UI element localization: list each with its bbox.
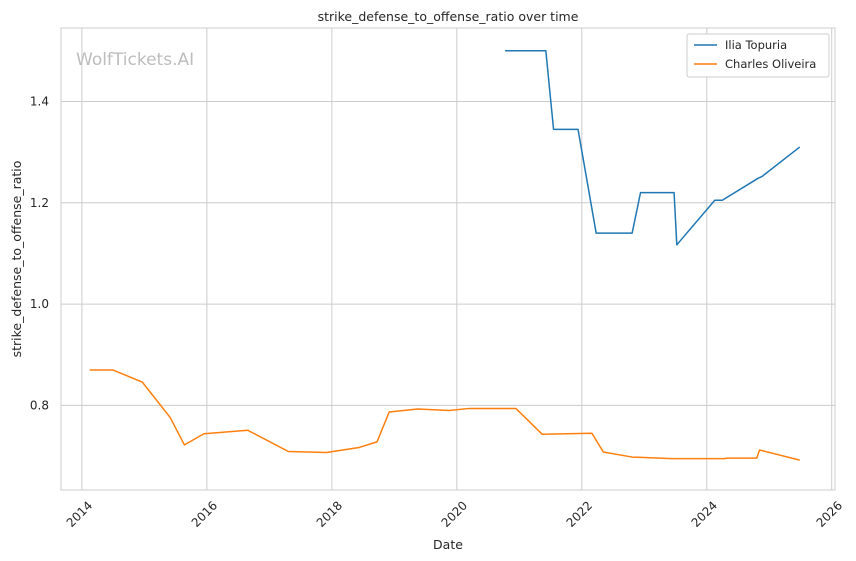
series-line-ilia-topuria — [505, 50, 801, 246]
y-tick-label: 1.2 — [30, 196, 49, 210]
chart-title: strike_defense_to_offense_ratio over tim… — [318, 9, 579, 24]
grid — [61, 28, 835, 490]
series-line-charles-oliveira — [89, 369, 800, 461]
y-tick-label: 0.8 — [30, 398, 49, 412]
plot-area — [60, 27, 836, 491]
y-axis-label: strike_defense_to_offense_ratio — [9, 161, 24, 358]
legend-box — [686, 33, 830, 78]
legend-entry-charles-oliveira: Charles Oliveira — [725, 57, 816, 71]
series-lines — [89, 50, 801, 461]
x-axis-label: Date — [433, 537, 463, 552]
y-tick-label: 1.4 — [30, 94, 49, 108]
legend: Ilia Topuria Charles Oliveira — [686, 33, 830, 78]
legend-entry-ilia-topuria: Ilia Topuria — [725, 38, 787, 52]
watermark-text: WolfTickets.AI — [76, 50, 194, 70]
y-tick-label: 1.0 — [30, 297, 49, 311]
